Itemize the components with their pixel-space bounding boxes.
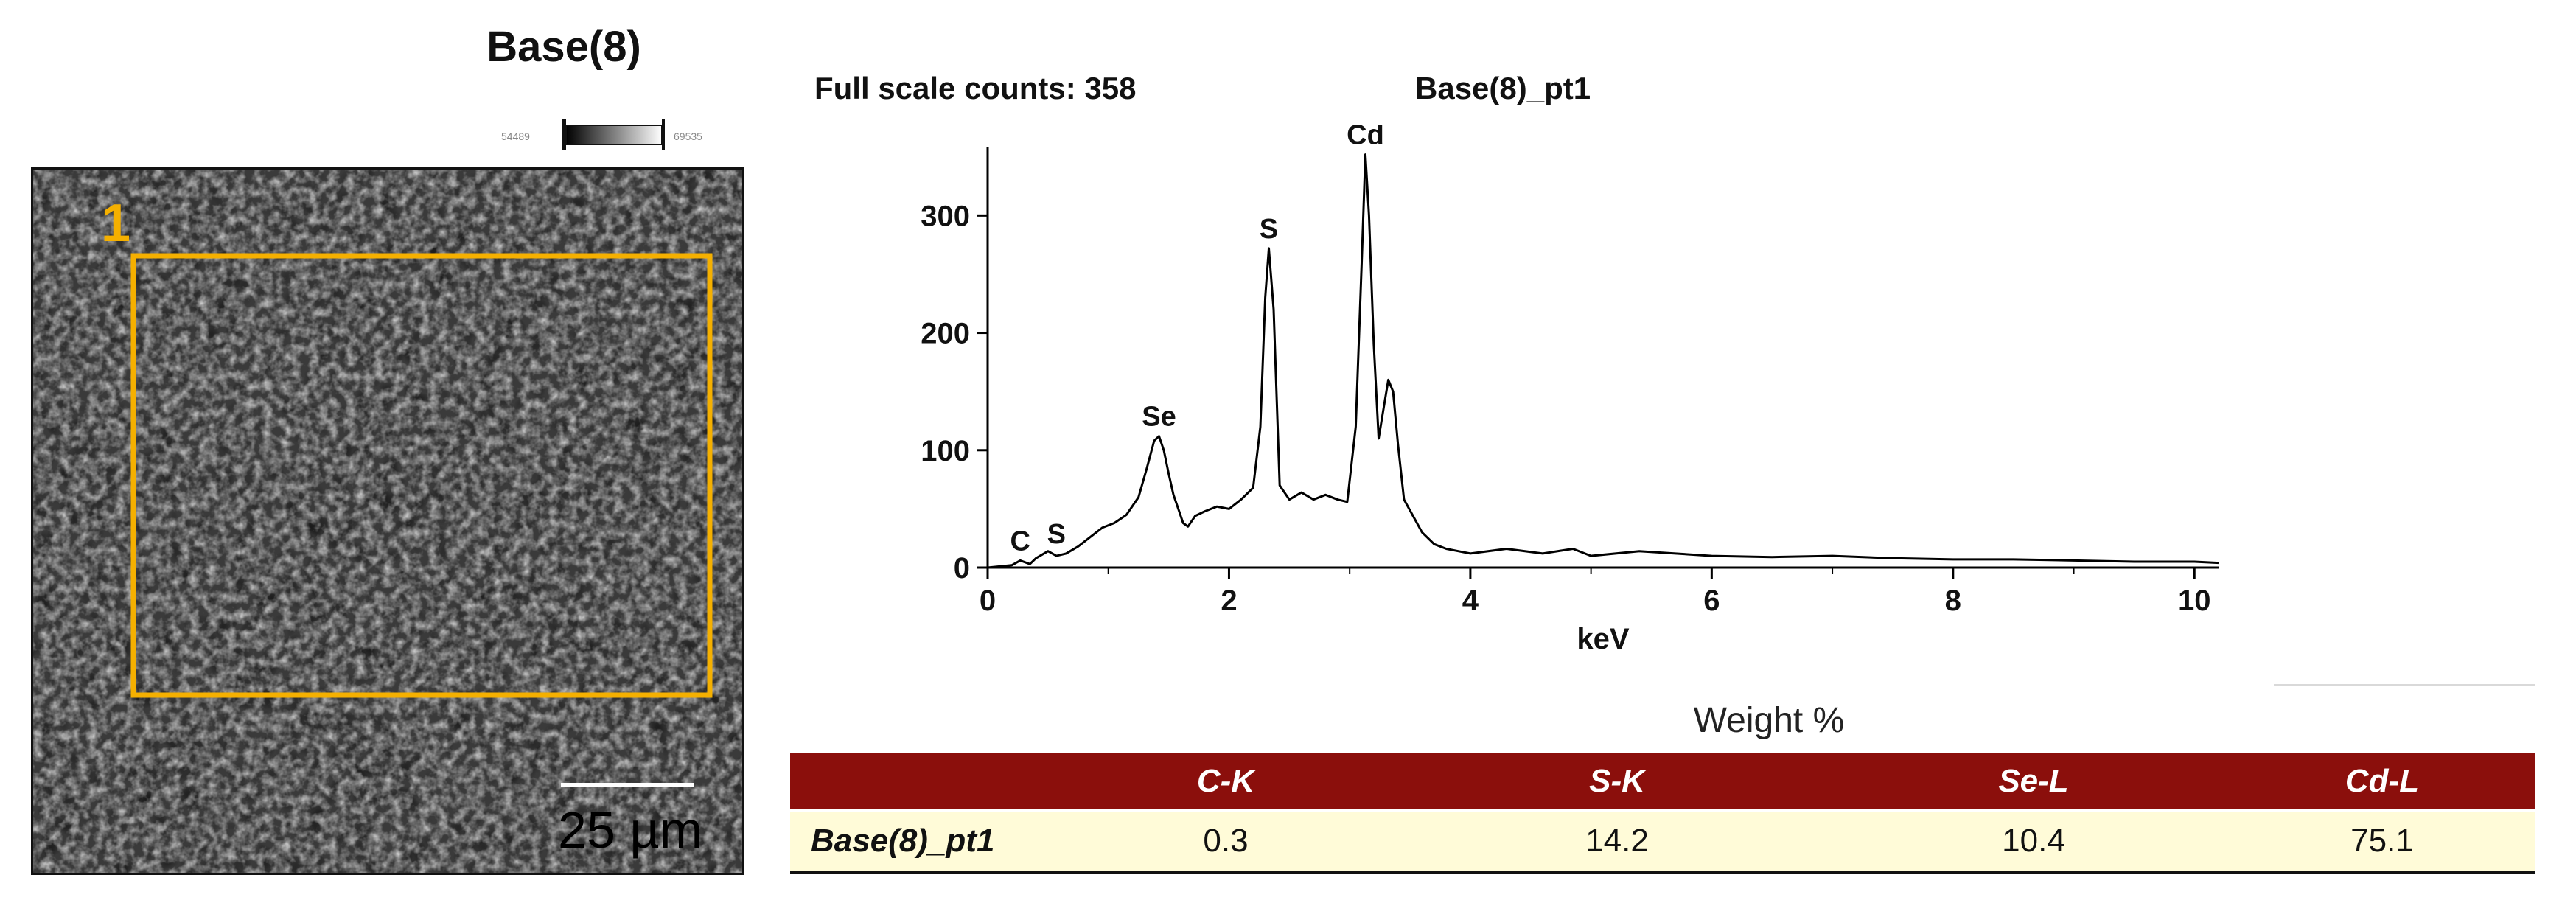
table-header-row: C-K S-K Se-L Cd-L <box>790 753 2535 811</box>
peak-label: C <box>1010 526 1030 557</box>
sem-micrograph: 25 µm <box>31 167 744 875</box>
colorbar-min-label: 54489 <box>501 130 530 142</box>
colorbar-max-label: 69535 <box>674 130 702 142</box>
scale-bar-label: 25 µm <box>558 801 702 859</box>
row-label-cell: Base(8)_pt1 <box>790 809 1055 874</box>
peak-label: S <box>1260 214 1278 245</box>
y-tick-label: 300 <box>921 200 970 232</box>
colorbar-right-marker <box>662 119 665 150</box>
y-tick-label: 200 <box>921 318 970 350</box>
peak-label: Cd <box>1347 125 1384 151</box>
header-cell-cd-l: Cd-L <box>2229 753 2535 811</box>
value-cell-cd-l: 75.1 <box>2229 809 2535 874</box>
header-cell-se-l: Se-L <box>1838 753 2229 811</box>
y-tick-label: 100 <box>921 435 970 467</box>
roi-rectangle <box>130 253 713 698</box>
header-cell-s-k: S-K <box>1396 753 1838 811</box>
x-tick-label: 8 <box>1945 585 1961 617</box>
value-cell-se-l: 10.4 <box>1838 809 2229 874</box>
header-cell-row-label <box>790 753 1055 811</box>
value-cell-s-k: 14.2 <box>1396 809 1838 874</box>
table-row: Base(8)_pt1 0.3 14.2 10.4 75.1 <box>790 809 2535 874</box>
sem-image-title: Base(8) <box>486 23 641 71</box>
weight-percent-table: C-K S-K Se-L Cd-L Base(8)_pt1 0.3 14.2 1… <box>790 753 2535 874</box>
spectrum-line <box>987 153 2219 569</box>
peak-label: Se <box>1142 402 1176 433</box>
value-cell-c-k: 0.3 <box>1055 809 1396 874</box>
spectrum-name-label: Base(8)_pt1 <box>1415 71 1591 105</box>
scale-bar-line <box>561 783 694 787</box>
x-tick-label: 0 <box>980 585 996 617</box>
roi-number-label: 1 <box>101 194 131 253</box>
x-tick-label: 6 <box>1703 585 1720 617</box>
x-tick-label: 2 <box>1221 585 1237 617</box>
table-caption: Weight % <box>1693 701 1845 740</box>
header-cell-c-k: C-K <box>1055 753 1396 811</box>
colorbar-gradient <box>565 125 663 145</box>
x-axis-title: keV <box>1577 623 1629 655</box>
full-scale-counts-label: Full scale counts: 358 <box>814 71 1137 105</box>
x-tick-label: 10 <box>2178 585 2211 617</box>
x-tick-label: 4 <box>1462 585 1479 617</box>
peak-label: S <box>1047 519 1066 550</box>
separator-line <box>2274 684 2535 686</box>
y-tick-label: 0 <box>954 552 970 585</box>
intensity-colorbar: 54489 69535 <box>501 118 730 162</box>
colorbar-left-marker <box>562 119 566 150</box>
